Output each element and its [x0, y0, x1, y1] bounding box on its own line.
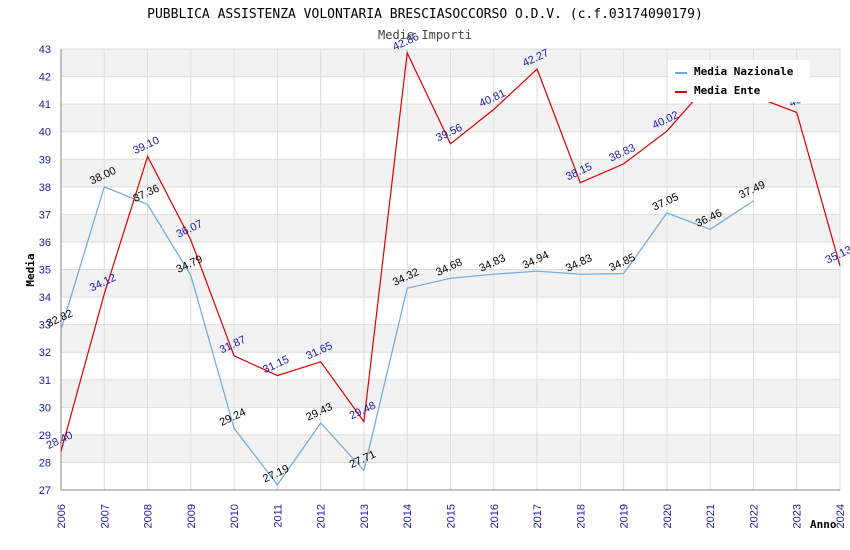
y-tick-label: 43	[39, 44, 51, 56]
x-tick-label: 2024	[835, 504, 847, 528]
data-label-media-nazionale: 37.05	[651, 191, 681, 214]
axes	[60, 49, 840, 491]
legend-label-media-nazionale: Media Nazionale	[694, 65, 794, 78]
x-tick-label: 2010	[229, 504, 241, 528]
x-tick-label: 2021	[705, 504, 717, 528]
chart-title: PUBBLICA ASSISTENZA VOLONTARIA BRESCIASO…	[147, 7, 703, 22]
x-tick-label: 2016	[489, 504, 501, 528]
y-axis-label: Media	[24, 253, 37, 286]
x-axis-label: Anno	[810, 518, 837, 531]
y-tick-label: 27	[39, 485, 51, 497]
y-tick-label: 42	[39, 72, 51, 84]
y-tick-label: 30	[39, 402, 51, 414]
x-tick-label: 2013	[359, 504, 371, 528]
y-tick-labels: 27 28 29 30 31 32 33 34 35 36 37 38 39 40 41 42 43	[39, 44, 51, 497]
x-tick-label: 2020	[662, 504, 674, 528]
chart-subtitle: Medie Importi	[378, 28, 472, 42]
y-tick-label: 33	[39, 320, 51, 332]
x-tick-label: 2022	[748, 504, 760, 528]
y-tick-label: 34	[39, 292, 51, 304]
y-tick-label: 40	[39, 127, 51, 139]
data-label-media-ente: 35.13	[824, 244, 850, 267]
x-tick-label: 2006	[56, 504, 68, 528]
legend-label-media-ente: Media Ente	[694, 84, 761, 97]
y-tick-label: 37	[39, 209, 51, 221]
x-tick-label: 2017	[532, 504, 544, 528]
y-tick-label: 35	[39, 265, 51, 277]
y-tick-label: 38	[39, 182, 51, 194]
x-tick-label: 2014	[402, 504, 414, 528]
data-label-media-nazionale: 34.94	[521, 249, 551, 272]
x-tick-labels: 2006 2007 2008 2009 2010 2011 2012 2013 2014 2015…	[56, 504, 847, 528]
y-tick-label: 36	[39, 237, 51, 249]
legend: Media Nazionale Media Ente	[668, 60, 810, 102]
x-tick-label: 2019	[619, 504, 631, 528]
legend-box	[668, 60, 810, 102]
data-label-media-ente: 39.10	[131, 135, 161, 158]
y-tick-label: 41	[39, 99, 51, 111]
x-tick-label: 2011	[272, 504, 284, 528]
y-tick-label: 29	[39, 430, 51, 442]
y-tick-label: 32	[39, 347, 51, 359]
series-line-media-nazionale	[60, 185, 754, 486]
x-tick-label: 2023	[792, 504, 804, 528]
y-tick-label: 39	[39, 154, 51, 166]
x-tick-label: 2009	[186, 504, 198, 528]
x-tick-label: 2007	[99, 504, 111, 528]
x-tick-label: 2015	[446, 504, 458, 528]
x-tick-label: 2008	[143, 504, 155, 528]
y-tick-label: 28	[39, 457, 51, 469]
x-tick-label: 2018	[575, 504, 587, 528]
data-label-media-nazionale: 27.19	[261, 463, 291, 486]
x-tick-label: 2012	[316, 504, 328, 528]
y-tick-label: 31	[39, 375, 51, 387]
